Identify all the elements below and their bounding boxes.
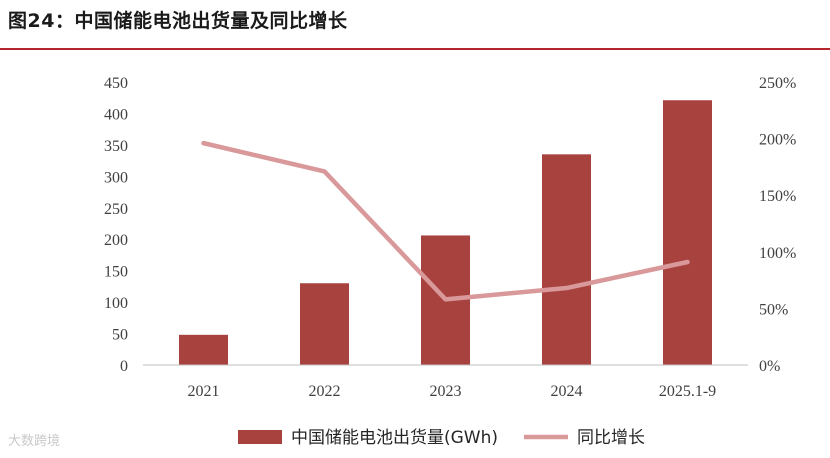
left-tick-label: 350 [104, 138, 128, 155]
left-tick-label: 300 [104, 169, 128, 186]
legend-bar-label: 中国储能电池出货量(GWh) [291, 428, 498, 448]
x-tick-label: 2024 [551, 383, 583, 400]
bar-2022 [300, 283, 349, 365]
left-tick-label: 150 [104, 264, 128, 281]
right-tick-label: 50% [759, 301, 788, 318]
watermark: 大数跨境 [8, 434, 61, 449]
legend-line-label: 同比增长 [577, 428, 645, 448]
left-tick-label: 250 [104, 201, 128, 218]
bar-2021 [179, 334, 228, 365]
title-divider [0, 48, 830, 50]
bar-2024 [542, 154, 591, 365]
line-series [201, 140, 690, 302]
bar-2025.1-9 [663, 100, 712, 365]
x-tick-label: 2025.1-9 [659, 383, 716, 400]
legend-bar-swatch [238, 430, 282, 444]
bar-series [179, 100, 712, 365]
x-tick-label: 2022 [309, 383, 341, 400]
chart-title: 图24：中国储能电池出货量及同比增长 [8, 10, 348, 32]
right-tick-label: 250% [759, 75, 796, 92]
right-tick-label: 150% [759, 188, 796, 205]
right-axis-ticks: 0% 50% 100% 150% 200% 250% [759, 75, 796, 375]
left-tick-label: 200 [104, 232, 128, 249]
right-tick-label: 0% [759, 358, 780, 375]
legend: 中国储能电池出货量(GWh) 同比增长 [238, 428, 645, 448]
left-axis-ticks: 0 50 100 150 200 250 300 350 400 450 [104, 75, 128, 375]
right-tick-label: 100% [759, 245, 796, 262]
left-tick-label: 100 [104, 295, 128, 312]
x-tick-label: 2023 [430, 383, 462, 400]
right-tick-label: 200% [759, 132, 796, 149]
left-tick-label: 50 [112, 327, 128, 344]
left-tick-label: 0 [120, 358, 128, 375]
x-axis-ticks: 2021 2022 2023 2024 2025.1-9 [188, 383, 717, 400]
left-tick-label: 450 [104, 75, 128, 92]
x-tick-label: 2021 [188, 383, 220, 400]
left-tick-label: 400 [104, 106, 128, 123]
